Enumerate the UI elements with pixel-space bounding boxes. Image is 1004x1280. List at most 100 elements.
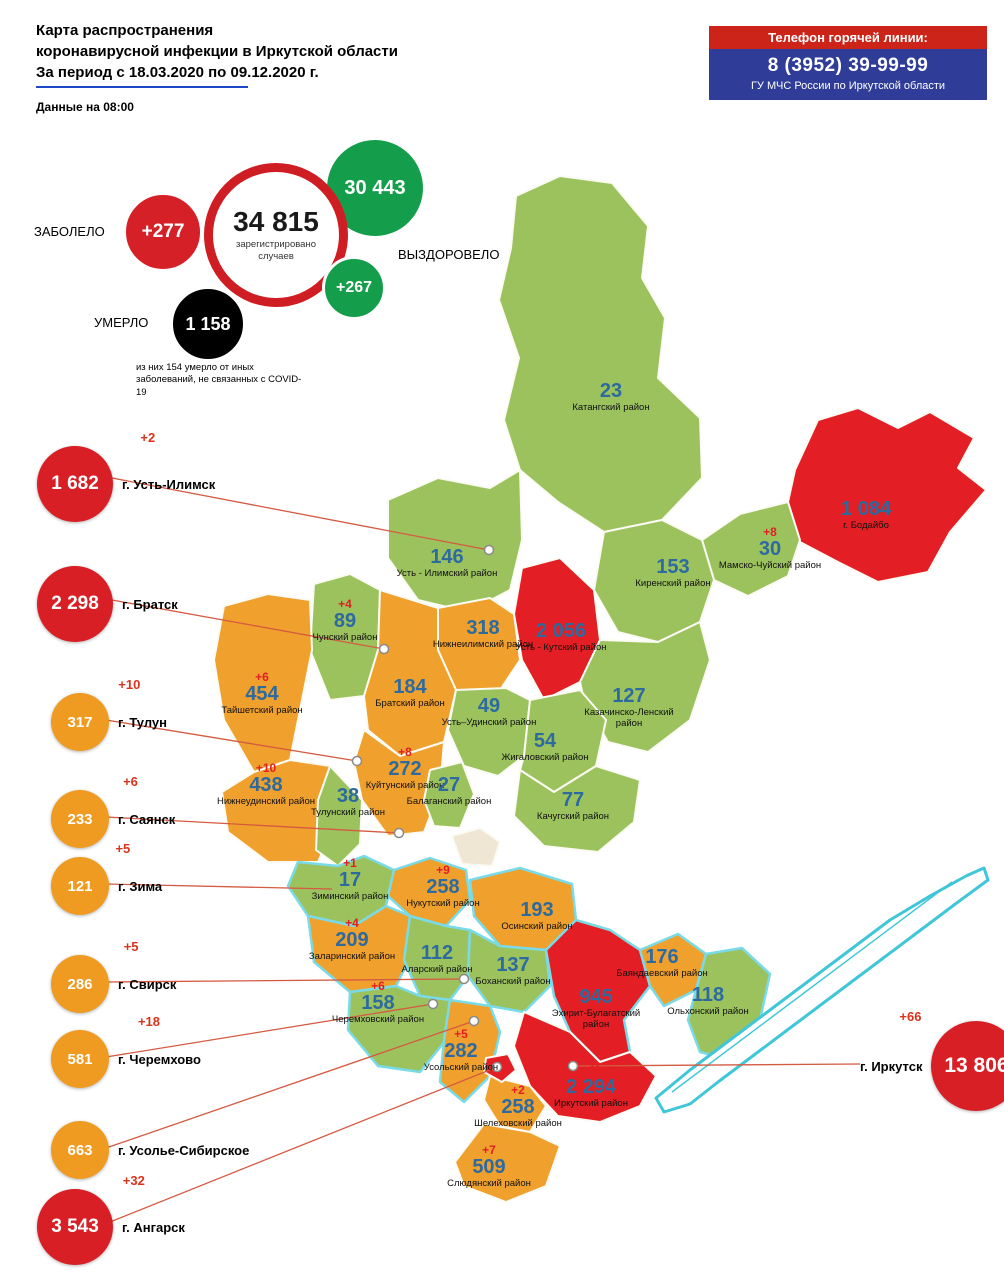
city-name: г. Зима	[118, 878, 163, 894]
city-value-circle: 317	[51, 693, 109, 751]
district-shape-ekhirit-bulagatsky	[544, 918, 652, 1064]
district-shape-irkutsky	[513, 1011, 657, 1123]
connector-zima	[105, 883, 333, 890]
district-value: 17	[338, 869, 362, 891]
city-marker-dot-bratsk	[378, 643, 390, 655]
city-marker-dot-ust-ilimsk	[483, 544, 495, 556]
reservoir-area	[450, 826, 502, 868]
city-delta: +2	[140, 430, 156, 445]
district-value: 282	[444, 1040, 478, 1062]
district-label-kazachinsko-lensky: 127 Казачинско-Ленский район	[573, 686, 685, 729]
district-name: Братский район	[375, 698, 445, 709]
connector-angarsk	[109, 1066, 498, 1223]
district-value: 1 084	[840, 498, 892, 520]
city-marker-dot-usolye	[468, 1015, 480, 1027]
district-shape-ust-ilimsky	[387, 469, 523, 613]
page-title-line1: Карта распространения	[36, 22, 214, 39]
registered-total-circle: 34 815 зарегистрировано случаев	[204, 163, 348, 307]
city-delta: +6	[123, 774, 138, 789]
died-circle: 1 158	[170, 286, 246, 362]
lake-baikal-inner-line	[671, 881, 953, 1093]
district-label-taishetsky: +6 454 Тайшетский район	[206, 671, 318, 717]
district-name: Киренский район	[635, 578, 711, 589]
city-name: г. Ангарск	[122, 1219, 185, 1235]
recovered-label: ВЫЗДОРОВЕЛО	[398, 247, 500, 262]
district-value: 184	[393, 676, 427, 698]
city-value-circle: 2 298	[37, 566, 113, 642]
city-badge-usolye-sibirskoye: 663 г. Усолье-Сибирское	[51, 1121, 249, 1179]
district-label-nizhneudinsky: +10 438 Нижнеудинский район	[210, 762, 322, 808]
city-delta: +66	[899, 1009, 922, 1024]
city-marker-dot-tulun	[351, 755, 363, 767]
district-name: Иркутский район	[554, 1098, 628, 1109]
lake-baikal	[654, 866, 990, 1114]
district-name: Куйтунский район	[365, 780, 445, 791]
district-label-ust-kutsky: +13 2 056 Усть - Кутский район	[505, 608, 617, 654]
district-value: 193	[520, 899, 554, 921]
district-delta: +4	[338, 597, 352, 611]
city-badge-ust-ilimsk: +2 1 682 г. Усть-Илимск	[37, 430, 215, 522]
city-name: г. Тулун	[118, 714, 168, 730]
district-delta: +6	[255, 670, 269, 684]
hotline-org: ГУ МЧС России по Иркутской области	[750, 80, 946, 92]
city-delta: +5	[123, 939, 139, 954]
city-delta: +32	[122, 1173, 145, 1188]
city-marker-dot-irkutsk	[567, 1060, 579, 1072]
district-value: 77	[561, 789, 585, 811]
district-shape-taishetsky	[213, 593, 313, 773]
district-value: 258	[426, 876, 460, 898]
district-delta: +8	[398, 745, 412, 759]
recovered-delta-circle: +267	[322, 256, 386, 320]
city-value-circle: 13 806	[931, 1021, 1004, 1111]
page-title-line3: За период с 18.03.2020 по 09.12.2020 г.	[36, 64, 319, 81]
district-label-bratsky: 184 Братский район	[354, 677, 466, 710]
district-value: 30	[758, 538, 782, 560]
district-value: 258	[501, 1096, 535, 1118]
city-badge-sayansk: +6 233 г. Саянск	[51, 774, 175, 848]
district-delta: +5	[454, 1027, 468, 1041]
city-badge-tulun: +10 317 г. Тулун	[51, 677, 168, 751]
district-name: Зиминский район	[311, 891, 389, 902]
district-delta: +7	[482, 1143, 496, 1157]
hotline-label: Телефон горячей линии:	[709, 26, 987, 49]
connector-sayansk	[105, 816, 400, 834]
district-delta: +6	[371, 979, 385, 993]
registered-total-value: 34 815	[233, 206, 319, 238]
district-label-irkutsky: +41 2 294 Иркутский район	[535, 1064, 647, 1110]
district-label-usolsky: +5 282 Усольский район	[405, 1028, 517, 1074]
district-value: 137	[496, 954, 530, 976]
district-label-ziminsky: +1 17 Зиминский район	[294, 857, 406, 903]
district-name: Эхирит-Булагатский район	[551, 1008, 641, 1030]
district-name: Казачинско-Ленский район	[584, 707, 674, 729]
district-value: 272	[388, 758, 422, 780]
district-delta: +4	[345, 916, 359, 930]
district-label-tulunsky: 38 Тулунский район	[292, 786, 404, 819]
district-label-bayandaevsky: 176 Баяндаевский район	[606, 947, 718, 980]
district-value: 2 294	[565, 1076, 617, 1098]
district-delta: +1	[343, 856, 357, 870]
district-delta: +7	[589, 973, 603, 987]
city-badge-cheremkhovo: +18 581 г. Черемхово	[51, 1014, 201, 1088]
city-name: г. Братск	[122, 596, 178, 612]
district-value: 454	[245, 683, 279, 705]
district-label-osinsky: 193 Осинский район	[481, 900, 593, 933]
registered-total-label: зарегистрировано случаев	[236, 239, 316, 262]
district-name: Мамско-Чуйский район	[718, 560, 822, 571]
district-value: 54	[533, 730, 557, 752]
district-label-mamsko-chuysky: +8 30 Мамско-Чуйский район	[714, 526, 826, 572]
district-delta: +9	[436, 863, 450, 877]
district-name: Усть–Удинский район	[441, 717, 537, 728]
district-label-kuytunsky: +8 272 Куйтунский район	[349, 746, 461, 792]
city-badge-angarsk: +32 3 543 г. Ангарск	[37, 1173, 185, 1265]
district-label-katangsky: 23 Катангский район	[555, 381, 667, 414]
died-label: УМЕРЛО	[94, 315, 149, 330]
district-label-kachugsky: 77 Качугский район	[517, 790, 629, 823]
city-delta: +5	[115, 841, 131, 856]
district-name: Тулунский район	[311, 807, 385, 818]
title-underline	[36, 86, 248, 88]
city-marker-dot-angarsk	[491, 1061, 503, 1073]
district-delta: +41	[580, 1063, 602, 1077]
district-name: Нижнеудинский район	[216, 796, 316, 807]
connector-ust-ilimsk	[111, 477, 490, 551]
